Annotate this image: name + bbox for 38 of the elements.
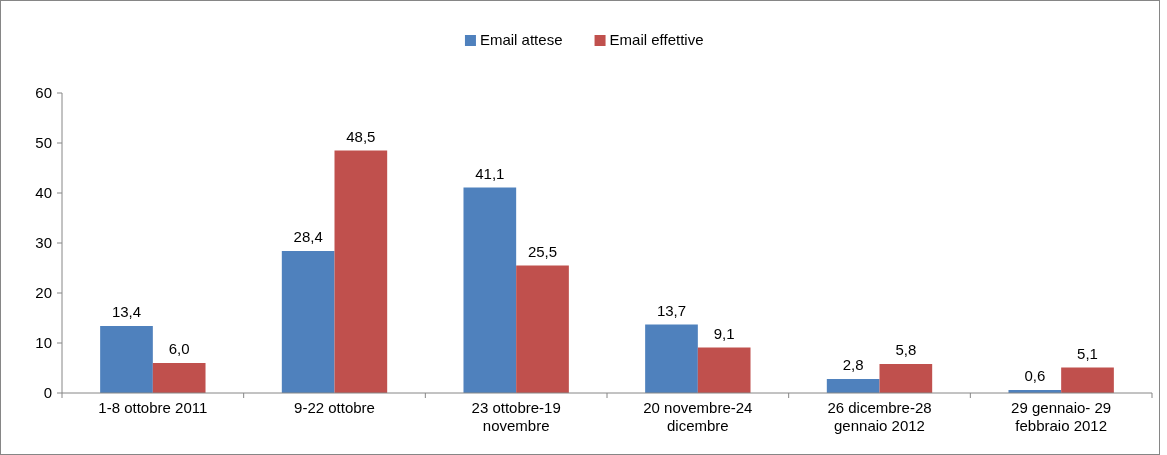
bar <box>697 347 751 393</box>
data-label: 5,1 <box>1077 344 1098 362</box>
legend-label: Email attese <box>479 31 563 48</box>
x-tick-label: 26 dicembre-28 gennaio 2012 <box>827 399 932 434</box>
data-label: 13,7 <box>656 301 687 319</box>
data-label: 0,6 <box>1024 367 1046 384</box>
x-tick-label: 9-22 ottobre <box>294 399 375 416</box>
y-tick-label: 0 <box>43 384 52 402</box>
data-label: 5,8 <box>895 341 917 358</box>
bar <box>826 379 880 393</box>
data-label: 6,0 <box>168 340 190 357</box>
data-label: 41,1 <box>475 164 505 182</box>
legend-label: Email effettive <box>609 31 704 48</box>
x-tick-label: 23 ottobre-19 novembre <box>471 399 561 434</box>
data-label: 48,5 <box>346 127 376 145</box>
bar <box>1061 367 1114 393</box>
bar <box>645 324 698 393</box>
x-tick-label: 29 gennaio- 29 febbraio 2012 <box>1011 399 1112 434</box>
data-label: 9,1 <box>713 324 735 342</box>
bar <box>152 363 206 393</box>
y-tick-label: 20 <box>35 284 52 302</box>
y-tick-label: 60 <box>35 84 52 102</box>
bar <box>100 326 153 393</box>
bar <box>334 150 388 393</box>
data-label: 25,5 <box>527 242 558 260</box>
data-label: 28,4 <box>293 228 323 245</box>
y-tick-label: 40 <box>35 184 52 202</box>
x-tick-label: 20 novembre-24 dicembre <box>643 399 753 434</box>
bar <box>463 187 517 393</box>
y-tick-label: 10 <box>35 334 52 352</box>
data-label: 13,4 <box>111 303 142 320</box>
bar <box>516 265 569 393</box>
bar <box>281 251 335 393</box>
x-tick-label: 1-8 ottobre 2011 <box>98 399 208 416</box>
bar <box>879 364 933 393</box>
y-tick-label: 30 <box>35 234 52 252</box>
data-label: 2,8 <box>842 356 864 373</box>
y-tick-label: 50 <box>35 134 52 152</box>
